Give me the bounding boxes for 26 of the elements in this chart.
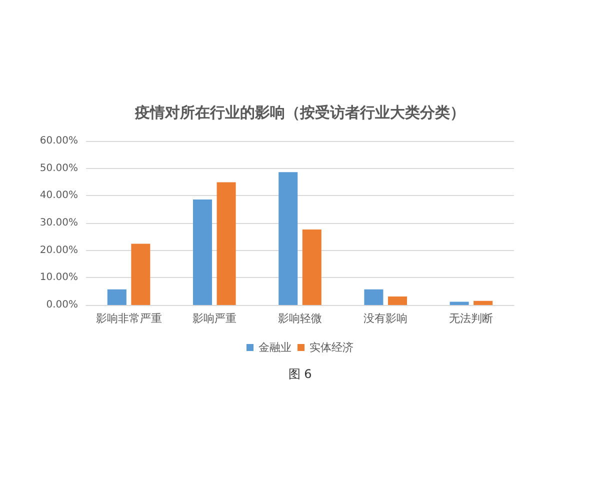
y-tick-label: 40.00% — [40, 190, 78, 202]
y-tick-label: 30.00% — [40, 218, 78, 228]
bar — [107, 289, 126, 305]
bar — [278, 172, 298, 305]
bar — [364, 289, 384, 305]
bar — [216, 182, 236, 305]
y-tick-label: 10.00% — [40, 272, 78, 284]
y-tick-label: 50.00% — [40, 162, 78, 174]
chart-title: 疫情对所在行业的影响（按受访者行业大类分类） — [134, 104, 465, 122]
bar — [474, 300, 493, 305]
bar — [193, 199, 212, 305]
x-tick-label: 影响非常严重 — [96, 312, 162, 325]
y-tick-label: 60.00% — [40, 136, 78, 146]
legend-label: 实体经济 — [310, 341, 354, 354]
y-tick-label: 0.00% — [46, 300, 78, 310]
x-tick-label: 没有影响 — [364, 312, 408, 325]
bar — [450, 302, 469, 305]
bar — [302, 230, 322, 305]
x-tick-label: 无法判断 — [449, 312, 494, 325]
caption: 图 6 — [288, 367, 312, 381]
y-tick-label: 20.00% — [40, 244, 78, 256]
x-tick-label: 影响严重 — [192, 312, 236, 325]
bar — [131, 244, 150, 305]
bar — [388, 296, 407, 305]
legend-label: 金融业 — [258, 341, 292, 354]
x-tick-label: 影响轻微 — [278, 312, 322, 325]
